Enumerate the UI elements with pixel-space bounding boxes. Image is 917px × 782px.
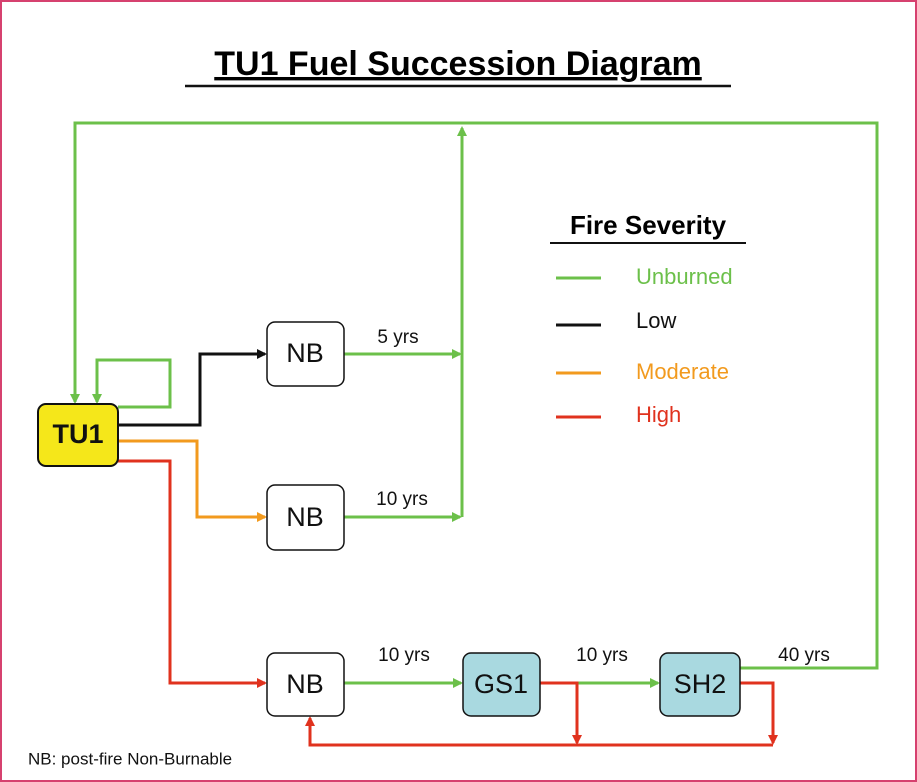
edge-label: 10 yrs <box>376 489 428 510</box>
node-label: NB <box>286 502 324 532</box>
node <box>659 652 741 717</box>
legend-label: Low <box>636 308 676 333</box>
node-label: SH2 <box>674 669 727 699</box>
node-label: NB <box>286 669 324 699</box>
legend-label: Unburned <box>636 264 733 289</box>
node <box>266 652 345 717</box>
node-label: GS1 <box>474 669 528 699</box>
node <box>266 484 345 551</box>
node <box>37 403 119 467</box>
legend-title: Fire Severity <box>570 210 727 240</box>
edge-label: 40 yrs <box>778 645 830 666</box>
high-edges <box>118 459 778 747</box>
edge-label: 10 yrs <box>576 645 628 666</box>
title: TU1 Fuel Succession Diagram <box>214 45 702 83</box>
node-label: TU1 <box>52 419 103 449</box>
low-edge <box>118 349 267 427</box>
node <box>462 652 541 717</box>
legend-label: Moderate <box>636 359 729 384</box>
edge-label: 10 yrs <box>378 645 430 666</box>
legend-label: High <box>636 402 681 427</box>
footnote: NB: post-fire Non-Burnable <box>28 749 232 768</box>
edge-label: 5 yrs <box>377 327 418 348</box>
moderate-edge <box>118 439 267 522</box>
legend: Fire Severity Unburned Low Moderate High <box>550 210 746 427</box>
node-label: NB <box>286 338 324 368</box>
node <box>266 321 345 387</box>
